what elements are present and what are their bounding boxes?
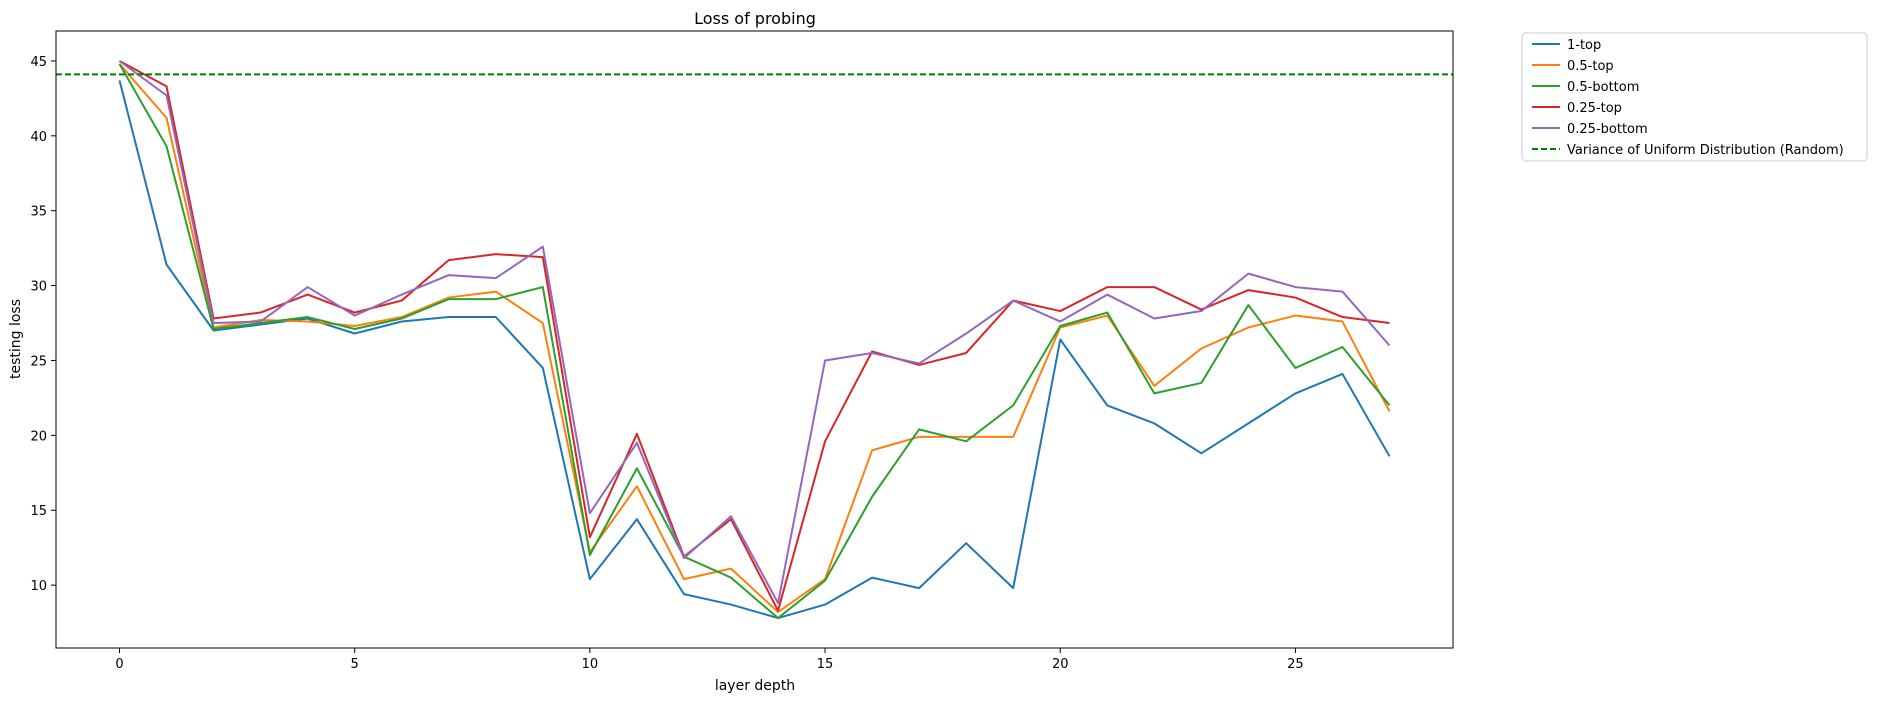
y-tick-label: 25 [30,354,47,369]
series-line-0 [118,80,1391,620]
x-tick-label: 15 [817,657,834,672]
y-tick-label: 35 [30,205,47,220]
series-line-3 [119,60,1390,612]
legend-box [1521,32,1868,162]
x-tick-label: 10 [582,657,599,672]
x-tick-label: 5 [351,657,359,672]
x-axis-label: layer depth [715,678,795,694]
y-tick-label: 40 [30,130,47,145]
legend-label: 0.25-top [1567,101,1622,116]
y-axis: 10 15 20 25 30 35 40 45 [30,55,56,594]
x-tick-label: 0 [115,657,123,672]
chart-title: Loss of probing [694,9,816,28]
y-tick-label: 15 [30,504,47,519]
x-tick-label: 25 [1287,657,1304,672]
series-layer [56,60,1453,620]
series-line-2 [118,63,1391,620]
legend-label: 0.25-bottom [1567,122,1648,137]
y-tick-label: 10 [30,579,47,594]
y-tick-label: 30 [30,280,47,295]
legend-label: 1-top [1567,38,1601,53]
legend-label: 0.5-bottom [1567,80,1639,95]
y-axis-label: testing loss [8,299,24,379]
series-line-4 [118,60,1391,605]
legend-items: 1-top 0.5-top 0.5-bottom 0.25-top 0.25-botto… [1532,38,1844,158]
legend-label: Variance of Uniform Distribution (Random… [1567,143,1844,158]
plot-frame [55,30,1454,649]
x-axis: 0 5 10 15 20 25 [115,648,1304,672]
legend: 1-top 0.5-top 0.5-bottom 0.25-top 0.25-botto… [1521,32,1868,162]
y-tick-label: 45 [30,55,47,70]
y-tick-label: 20 [30,429,47,444]
plot-area [55,30,1454,649]
legend-label: 0.5-top [1567,59,1614,74]
x-tick-label: 20 [1052,657,1069,672]
